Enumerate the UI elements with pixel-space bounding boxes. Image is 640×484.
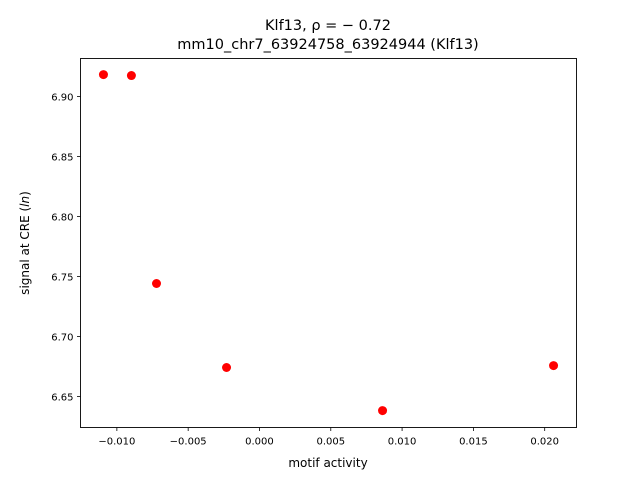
y-tick-label: 6.80 — [51, 213, 73, 224]
chart-title-line2: mm10_chr7_63924758_63924944 (Klf13) — [177, 37, 478, 53]
y-axis-label: signal at CRE (ln) — [18, 191, 32, 295]
data-point — [378, 406, 388, 416]
y-tick-label: 6.70 — [51, 333, 73, 344]
x-tick-label: 0.000 — [245, 437, 274, 448]
data-point — [152, 279, 162, 288]
y-tick-label: 6.75 — [51, 273, 73, 284]
data-point — [549, 361, 559, 371]
y-label-italic: ln — [18, 196, 32, 207]
x-tick-label: −0.010 — [98, 437, 135, 448]
y-tick-label: 6.85 — [51, 153, 73, 164]
x-tick-label: −0.005 — [170, 437, 207, 448]
x-tick-label: 0.005 — [316, 437, 345, 448]
x-tick-label: 0.020 — [530, 437, 559, 448]
y-label-suffix: ) — [18, 191, 32, 196]
y-label-prefix: signal at CRE ( — [18, 207, 32, 295]
y-tick-label: 6.90 — [51, 93, 73, 104]
data-point — [222, 363, 232, 372]
x-tick-label: 0.015 — [459, 437, 488, 448]
x-axis-label: motif activity — [288, 456, 367, 470]
x-tick-label: 0.010 — [388, 437, 417, 448]
chart-title-line1: Klf13, ρ = − 0.72 — [265, 18, 391, 34]
data-point — [126, 71, 136, 81]
data-point — [98, 70, 108, 80]
plot-frame — [80, 58, 577, 428]
y-tick-label: 6.65 — [51, 393, 73, 404]
